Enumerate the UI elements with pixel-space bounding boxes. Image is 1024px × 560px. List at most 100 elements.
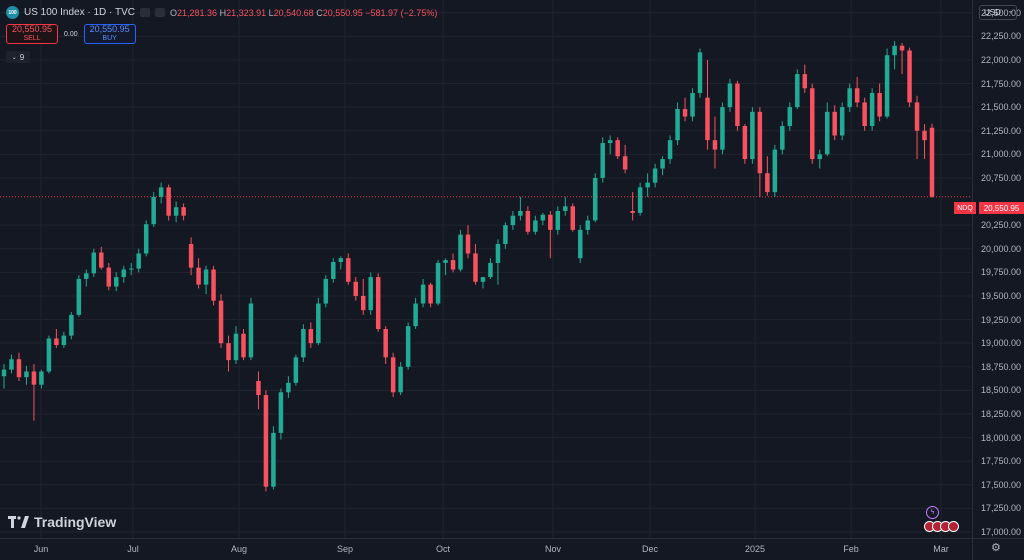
logo-text: TradingView — [34, 514, 117, 530]
time-tick: 2025 — [744, 544, 766, 554]
candlestick-chart[interactable] — [0, 0, 972, 538]
candle-body — [248, 303, 254, 358]
price-tick: 22,000.00 — [981, 54, 1022, 65]
candle-body — [892, 45, 897, 56]
candle-body — [592, 177, 598, 221]
time-tick: Nov — [544, 544, 562, 554]
candle-body — [847, 88, 852, 108]
candle-body — [877, 92, 882, 117]
symbol-title[interactable]: US 100 Index · 1D · TVC — [24, 7, 135, 18]
price-axis[interactable]: 22,500.00 22,250.00 22,000.00 21,750.00 21,5… — [972, 0, 1024, 538]
candle-body — [697, 52, 703, 93]
candle-body — [121, 269, 126, 278]
candle-body — [765, 173, 770, 193]
price-tick: 22,500.00 — [981, 7, 1022, 18]
candle-body — [929, 127, 935, 197]
buy-button[interactable]: 20,550.95 BUY — [83, 24, 136, 44]
candle-body — [914, 102, 920, 131]
price-tick: 17,500.00 — [981, 479, 1022, 490]
candle-body — [458, 234, 463, 270]
candle-body — [802, 74, 808, 89]
sell-price: 20,550.95 — [11, 24, 53, 34]
candle-body — [615, 140, 620, 157]
candle-body — [301, 329, 306, 358]
candle-body — [76, 278, 82, 315]
price-tick: 21,500.00 — [981, 102, 1022, 113]
chart-area[interactable] — [0, 0, 972, 538]
candle-body — [316, 303, 321, 344]
last-price-symbol: NDQ — [954, 202, 976, 214]
ohlc-values: O21,281.36 H21,323.91 L20,540.68 C20,550… — [169, 7, 438, 18]
candle-body — [226, 343, 231, 361]
candle-body — [824, 111, 830, 155]
candle-body — [488, 262, 493, 278]
candle-body — [218, 300, 224, 344]
candle-body — [143, 224, 149, 254]
settings-icon[interactable] — [154, 8, 165, 17]
candle-body — [390, 357, 396, 393]
candle-body — [682, 109, 688, 117]
candle-body — [780, 126, 785, 150]
candle-body — [353, 281, 358, 296]
eye-icon[interactable] — [139, 8, 150, 17]
candle-body — [203, 269, 209, 285]
candle-body — [375, 277, 381, 330]
candle-body — [69, 314, 74, 336]
candle-body — [832, 111, 837, 136]
candle-body — [166, 187, 171, 216]
price-tick: 19,250.00 — [981, 314, 1022, 325]
candle-body — [795, 74, 800, 108]
spread-value: 0.00 — [64, 30, 78, 38]
candle-body — [428, 284, 433, 304]
candle-body — [9, 359, 14, 370]
candle-body — [271, 432, 276, 487]
currency-selector[interactable]: USD ▾ — [979, 5, 1017, 20]
price-tick: 21,750.00 — [981, 78, 1022, 89]
candle-body — [293, 357, 299, 383]
candle-body — [607, 140, 613, 144]
candle-body — [196, 267, 201, 285]
candle-body — [675, 109, 680, 141]
candle-body — [533, 220, 538, 232]
us-flag-icon[interactable] — [948, 521, 959, 532]
candle-body — [39, 371, 44, 385]
candle-body — [211, 269, 216, 301]
candle-body — [525, 210, 531, 232]
candle-body — [54, 338, 59, 346]
indicators-toggle[interactable]: ⌄ 9 — [6, 51, 30, 63]
candle-body — [346, 258, 351, 282]
candle-body — [720, 107, 725, 150]
price-tick: 18,250.00 — [981, 408, 1022, 419]
candle-body — [233, 333, 239, 361]
candle-body — [331, 261, 336, 279]
price-tick: 20,250.00 — [981, 220, 1022, 231]
change-value: −581.97 (−2.75%) — [365, 7, 438, 18]
price-tick: 19,750.00 — [981, 267, 1022, 278]
candle-body — [158, 187, 164, 197]
candle-body — [151, 196, 156, 225]
candle-body — [128, 268, 134, 270]
time-axis[interactable]: Jun Jul Aug Sep Oct Nov Dec 2025 Feb Mar — [0, 538, 972, 560]
candle-body — [323, 278, 329, 304]
candle-body — [907, 50, 912, 103]
candle-body — [114, 277, 119, 287]
candle-body — [727, 83, 733, 108]
price-tick: 21,000.00 — [981, 149, 1022, 160]
candle-body — [84, 273, 89, 279]
tradingview-logo[interactable]: TradingView — [8, 514, 116, 530]
economic-events[interactable] — [924, 521, 959, 532]
candle-body — [106, 267, 112, 287]
candle-body — [443, 260, 448, 263]
candle-body — [241, 333, 246, 358]
candle-body — [405, 326, 411, 367]
time-tick: Mar — [933, 544, 949, 554]
chart-legend: 100 US 100 Index · 1D · TVC O21,281.36 H… — [6, 6, 437, 19]
gear-icon[interactable]: ⚙ — [991, 542, 1001, 554]
sell-button[interactable]: 20,550.95 SELL — [6, 24, 58, 44]
lightning-icon[interactable]: ϟ — [926, 506, 939, 519]
candle-body — [735, 83, 740, 127]
sell-label: SELL — [23, 35, 41, 42]
chevron-down-icon: ▾ — [1008, 10, 1012, 16]
candle-body — [173, 207, 179, 216]
candle-body — [413, 303, 418, 327]
